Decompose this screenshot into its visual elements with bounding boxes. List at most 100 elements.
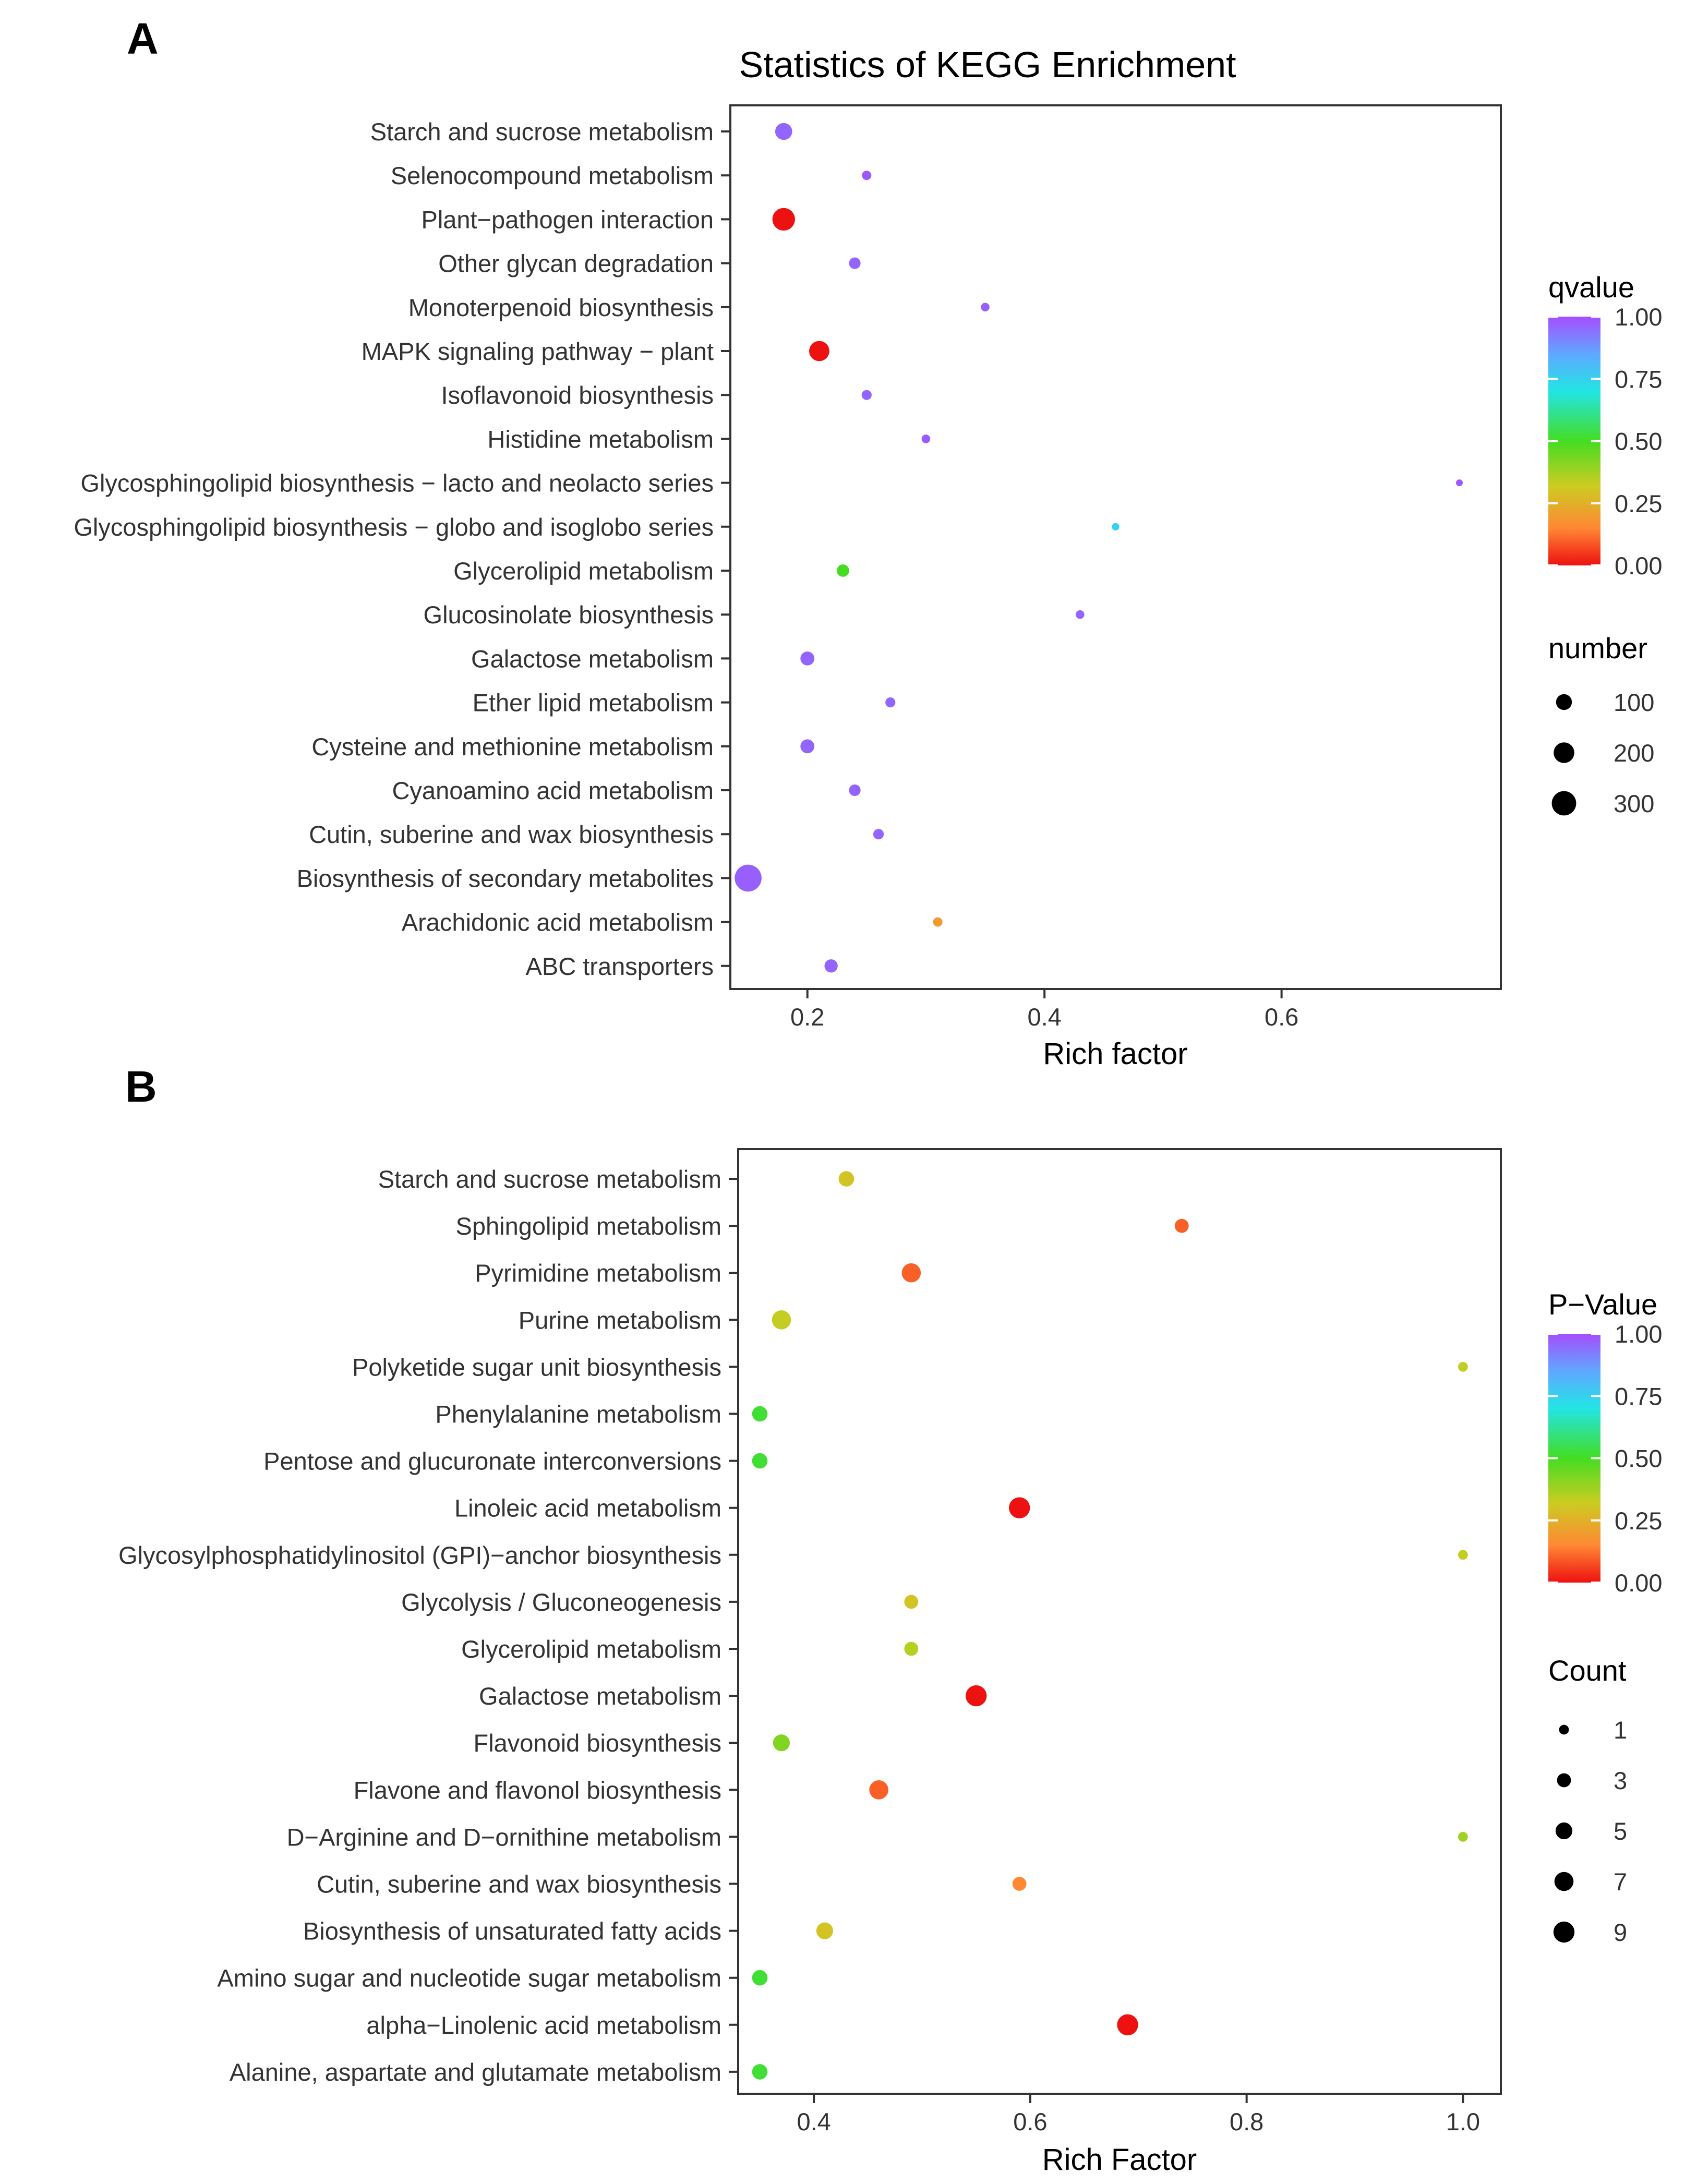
y-tick-label: Galactose metabolism <box>479 1682 721 1710</box>
plot-points-a <box>735 123 1463 973</box>
colorbar-tick-label: 0.50 <box>1615 1445 1662 1473</box>
y-tick-label: Ether lipid metabolism <box>473 689 714 717</box>
y-tick-label: Glycosylphosphatidylinositol (GPI)−ancho… <box>118 1541 721 1569</box>
data-point <box>824 959 838 973</box>
data-point <box>904 1642 919 1656</box>
y-axis-b: Starch and sucrose metabolism Sphingolipi… <box>118 1165 738 2086</box>
x-axis-b: 0.4 0.6 0.8 1.0 <box>797 2094 1480 2135</box>
data-point <box>1117 2014 1138 2035</box>
data-point <box>921 435 931 443</box>
y-tick-label: Cutin, suberine and wax biosynthesis <box>317 1871 721 1898</box>
y-tick-label: Biosynthesis of unsaturated fatty acids <box>303 1917 721 1945</box>
y-tick-label: Purine metabolism <box>519 1306 721 1334</box>
y-axis-a: Starch and sucrose metabolism Selenocompo… <box>74 118 730 980</box>
data-point <box>862 171 872 180</box>
colorbar-tick-label: 0.75 <box>1615 1382 1662 1410</box>
color-legend-b: P−Value 1.00 0.75 0.50 0.25 0.00 <box>1548 1288 1662 1597</box>
size-legend-dot <box>1556 694 1572 710</box>
panel-b: B Starch and sucrose metabolism Sphingoli… <box>118 1062 1662 2177</box>
data-point <box>816 1922 834 1939</box>
data-point <box>1008 1497 1030 1518</box>
data-point <box>1076 610 1085 619</box>
y-tick-label: D−Arginine and D−ornithine metabolism <box>287 1823 721 1851</box>
data-point <box>1458 1832 1468 1842</box>
x-tick-label: 0.6 <box>1265 1003 1298 1031</box>
data-point <box>1458 1362 1468 1372</box>
size-legend-title-a: number <box>1548 632 1647 665</box>
size-legend-dot <box>1551 791 1576 816</box>
y-tick-label: Flavone and flavonol biosynthesis <box>354 1776 721 1804</box>
data-point <box>904 1595 919 1609</box>
colorbar-tick-label: 0.50 <box>1615 428 1662 455</box>
y-tick-label: Glycerolipid metabolism <box>461 1635 721 1663</box>
y-tick-label: Selenocompound metabolism <box>391 162 714 189</box>
data-point <box>752 2064 768 2080</box>
size-legend-title-b: Count <box>1548 1654 1627 1687</box>
data-point <box>752 1970 768 1986</box>
colorbar-ticks-a: 1.00 0.75 0.50 0.25 0.00 <box>1548 303 1662 580</box>
size-legend-b: Count 1 3 5 7 9 <box>1548 1654 1627 1946</box>
size-legend-dot <box>1557 1773 1571 1788</box>
panel-a: A Statistics of KEGG Enrichment Starch a… <box>74 14 1662 1071</box>
x-tick-label: 0.4 <box>797 2108 831 2135</box>
y-tick-label: MAPK signaling pathway − plant <box>362 337 714 365</box>
colorbar-tick-label: 0.25 <box>1615 1507 1662 1535</box>
x-tick-label: 0.6 <box>1013 2108 1047 2135</box>
y-tick-label: Other glycan degradation <box>438 250 714 277</box>
y-tick-label: Pentose and glucuronate interconversions <box>263 1447 721 1475</box>
data-point <box>752 1406 768 1422</box>
data-point <box>800 739 815 754</box>
y-tick-label: Pyrimidine metabolism <box>475 1259 721 1287</box>
data-point <box>1455 479 1463 487</box>
size-legend-label: 200 <box>1614 739 1654 767</box>
x-axis-title-b: Rich Factor <box>1042 2143 1197 2177</box>
data-point <box>1112 523 1120 530</box>
size-legend-dot <box>1554 742 1574 763</box>
data-point <box>1174 1218 1189 1233</box>
size-legend-dot <box>1553 1921 1575 1943</box>
data-point <box>800 651 815 666</box>
x-tick-label: 0.4 <box>1027 1003 1061 1031</box>
size-legend-keys-b: 1 3 5 7 9 <box>1553 1716 1627 1946</box>
y-tick-label: Phenylalanine metabolism <box>435 1401 721 1428</box>
y-tick-label: alpha−Linolenic acid metabolism <box>366 2011 721 2039</box>
y-tick-label: Sphingolipid metabolism <box>456 1212 721 1240</box>
data-point <box>809 341 829 361</box>
data-point <box>933 917 943 927</box>
y-tick-label: ABC transporters <box>526 952 714 980</box>
colorbar-tick-label: 1.00 <box>1615 1320 1662 1348</box>
size-legend-label: 7 <box>1614 1868 1627 1896</box>
y-tick-label: Polyketide sugar unit biosynthesis <box>352 1353 721 1381</box>
data-point <box>836 564 849 577</box>
y-tick-label: Plant−pathogen interaction <box>421 206 714 233</box>
x-tick-label: 0.8 <box>1230 2108 1263 2135</box>
y-tick-label: Biosynthesis of secondary metabolites <box>297 864 714 892</box>
colorbar-tick-label: 1.00 <box>1615 303 1662 331</box>
y-tick-label: Isoflavonoid biosynthesis <box>441 381 714 409</box>
y-tick-label: Glycerolipid metabolism <box>453 557 714 585</box>
plot-frame-b <box>737 1148 1502 2095</box>
data-point <box>1012 1877 1027 1891</box>
size-legend-dot <box>1554 1872 1574 1891</box>
colorbar-tick-label: 0.00 <box>1615 1569 1662 1597</box>
x-tick-label: 1.0 <box>1446 2108 1480 2135</box>
size-legend-label: 9 <box>1614 1918 1627 1946</box>
data-point <box>772 208 795 231</box>
y-tick-label: Histidine metabolism <box>487 425 714 453</box>
y-tick-label: Arachidonic acid metabolism <box>402 909 714 936</box>
data-point <box>981 303 990 312</box>
y-tick-label: Cyanoamino acid metabolism <box>392 777 714 804</box>
data-point <box>861 390 872 400</box>
data-point <box>885 697 896 708</box>
y-tick-label: Glycosphingolipid biosynthesis − globo a… <box>74 513 714 541</box>
panel-label-b: B <box>125 1062 157 1111</box>
x-tick-label: 0.2 <box>790 1003 824 1031</box>
data-point <box>849 257 861 269</box>
x-axis-a: 0.2 0.4 0.6 <box>790 989 1298 1031</box>
data-point <box>775 123 792 140</box>
data-point <box>772 1310 791 1330</box>
data-point <box>735 864 762 892</box>
data-point <box>901 1263 921 1283</box>
data-point <box>849 784 861 797</box>
